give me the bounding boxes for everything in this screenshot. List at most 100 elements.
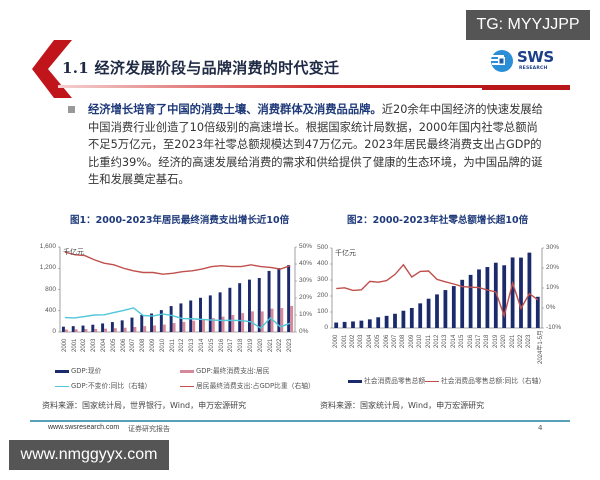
bar <box>443 290 448 328</box>
unit-label: 千亿元 <box>63 248 84 256</box>
bar <box>104 328 107 332</box>
footer-url[interactable]: www.swsresearch.com <box>48 424 120 431</box>
bar <box>519 257 523 328</box>
bar <box>182 321 186 332</box>
bar <box>221 316 225 332</box>
footer-label: 证券研究报告 <box>128 425 170 433</box>
y-right-tick: -10% <box>546 324 562 331</box>
legend-item: 社会消费品零售总额:同比（右轴） <box>425 375 545 385</box>
bar <box>169 306 173 332</box>
bar <box>241 313 245 332</box>
bar <box>143 326 147 332</box>
x-tick-label: 2008 <box>400 334 407 348</box>
bar <box>130 317 134 332</box>
x-tick-label: 2005 <box>375 334 382 348</box>
bar <box>140 315 144 332</box>
y-right-tick: 0% <box>546 304 556 311</box>
bar <box>393 313 397 328</box>
bar <box>218 292 222 332</box>
x-tick-label: 2004 <box>366 334 373 348</box>
legend-label: 社会消费品零售总额 <box>364 377 426 385</box>
legend-label: GDP:现价 <box>71 367 102 375</box>
y-right-tick: 0% <box>299 328 309 335</box>
bar <box>468 274 473 328</box>
legend-swatch <box>55 369 69 373</box>
y-right-tick: 30% <box>546 244 560 251</box>
legend-swatch <box>180 385 194 387</box>
y-right-tick: 30% <box>299 277 313 284</box>
x-tick-label: 2007 <box>392 334 398 348</box>
bar <box>435 294 439 328</box>
bar <box>376 317 381 328</box>
bar <box>74 329 78 332</box>
sws-logo-icon <box>491 50 513 72</box>
x-tick-label: 2024年1-5月 <box>537 329 544 364</box>
y-right-tick: 40% <box>299 260 313 267</box>
legend-item: GDP:现价 <box>55 365 101 375</box>
y-left-tick: 100 <box>317 308 328 315</box>
x-tick-label: 2010 <box>417 334 424 348</box>
legend-item: GDP:不变价:同比（右轴） <box>55 380 151 390</box>
x-tick-label: 2003 <box>358 334 365 348</box>
bar <box>493 262 498 328</box>
bar <box>153 325 156 332</box>
bar <box>287 265 291 332</box>
unit-label: 千亿元 <box>335 249 356 257</box>
y-left-tick: 0 <box>324 324 328 331</box>
bar <box>270 308 274 332</box>
legend-item: 社会消费品零售总额 <box>348 375 425 385</box>
summary-text: 经济增长培育了中国的消费土壤、消费群体及消费品品牌。近20余年中国经济的快速发展… <box>88 101 548 189</box>
y-left-tick: 0 <box>52 328 56 335</box>
x-tick-label: 2012 <box>434 334 440 348</box>
chevron-icon <box>32 40 72 98</box>
bar <box>250 311 254 332</box>
legend-swatch <box>55 385 69 387</box>
bar <box>211 318 215 332</box>
bar <box>260 311 264 332</box>
bar <box>123 327 127 332</box>
bar <box>257 278 261 332</box>
logo-text: SWS <box>517 48 554 66</box>
x-tick-label: 2017 <box>476 334 482 348</box>
chart2-source: 资料来源：国家统计局，Wind，申万宏源研究 <box>320 401 485 410</box>
footer-divider <box>30 420 570 422</box>
bar <box>201 319 205 332</box>
bar <box>409 308 414 328</box>
bar <box>334 322 339 328</box>
bar <box>460 279 465 328</box>
y-right-tick: 20% <box>546 264 560 271</box>
bar <box>290 305 294 332</box>
page-title: 1.1 经济发展阶段与品牌消费的时代变迁 <box>62 59 340 77</box>
y-left-tick: 500 <box>317 244 328 251</box>
bar <box>231 315 235 332</box>
y-left-tick: 300 <box>317 276 328 283</box>
legend-swatch <box>348 379 362 383</box>
logo-subtext: RESEARCH <box>519 66 548 71</box>
sws-logo: SWS RESEARCH <box>490 47 560 79</box>
series-line <box>336 263 539 319</box>
watermark-bottom: www.nmggyyx.com <box>9 440 169 470</box>
x-tick-label: 2019 <box>492 334 499 348</box>
x-tick-label: 2011 <box>425 335 432 348</box>
legend-swatch <box>425 380 439 382</box>
bar <box>133 327 137 332</box>
bar <box>113 328 117 332</box>
bar <box>150 313 154 332</box>
bar <box>527 252 532 328</box>
bar <box>277 268 281 332</box>
bullet-square-icon <box>68 106 75 113</box>
bar <box>94 328 98 332</box>
summary-body: 近20余年中国经济的快速发展给中国消费行业创造了10倍级别的高速增长。根据国家统… <box>88 103 543 187</box>
x-tick-label: 2002 <box>350 334 356 348</box>
legend-item: 居民最终消费支出:占GDP比重（右轴） <box>180 380 315 390</box>
y-left-tick: 800 <box>45 285 56 293</box>
bar <box>120 320 124 332</box>
y-right-tick: 50% <box>299 243 313 250</box>
watermark-top: TG: MYYJJPP <box>466 10 590 40</box>
x-tick-label: 2023 <box>526 334 533 348</box>
x-tick-label: 2016 <box>467 334 474 348</box>
legend-label: 社会消费品零售总额:同比（右轴） <box>441 377 546 385</box>
bar <box>510 257 515 328</box>
